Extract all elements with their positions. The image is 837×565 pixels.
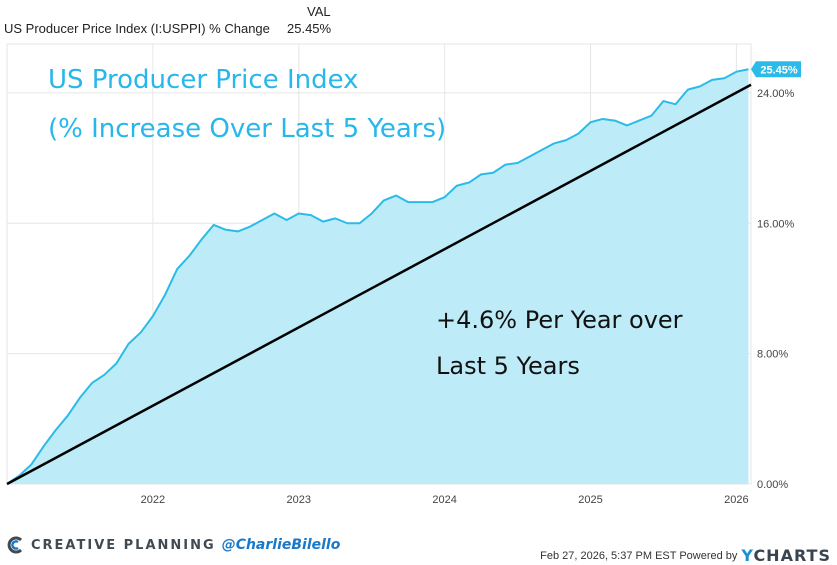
legend-value: 25.45%	[287, 21, 332, 36]
x-tick-label: 2022	[141, 494, 165, 506]
y-tick-label: 24.00%	[757, 88, 795, 100]
footer-logo: CREATIVE PLANNING @CharlieBilello	[7, 536, 340, 554]
trend-line	[6, 83, 752, 486]
creative-planning-logo-icon	[7, 536, 23, 554]
last-value-label: 25.45%	[760, 64, 798, 76]
legend: VAL US Producer Price Index (I:USPPI) % …	[0, 0, 837, 40]
axes: 0.00% 8.00% 16.00% 24.00% 2022 2023 2024 2025 20…	[141, 61, 801, 506]
footer-attribution: Feb 27, 2026, 5:37 PM EST Powered by YCH…	[540, 546, 831, 565]
y-tick-label: 0.00%	[757, 479, 788, 491]
ycharts-logo-y: Y	[741, 546, 754, 565]
brand-name: CREATIVE PLANNING	[31, 537, 216, 553]
y-tick-label: 8.00%	[757, 349, 788, 361]
last-value-badge	[751, 61, 801, 78]
legend-column-header: VAL	[307, 4, 331, 19]
y-tick-label: 16.00%	[757, 218, 795, 230]
chart-subtitle: (% Increase Over Last 5 Years)	[48, 114, 446, 144]
legend-series-name[interactable]: US Producer Price Index (I:USPPI) % Chan…	[4, 21, 270, 36]
x-tick-label: 2026	[724, 494, 748, 506]
x-tick-label: 2024	[432, 494, 456, 506]
timestamp: Feb 27, 2026, 5:37 PM EST Powered by	[540, 549, 738, 562]
author-handle[interactable]: @CharlieBilello	[221, 537, 341, 553]
ycharts-logo[interactable]: YCHARTS	[741, 546, 831, 565]
x-tick-label: 2025	[578, 494, 602, 506]
series-area	[7, 69, 749, 484]
chart-title: US Producer Price Index	[48, 65, 359, 95]
x-tick-label: 2023	[287, 494, 311, 506]
plot-area	[6, 68, 752, 486]
ycharts-logo-rest: CHARTS	[753, 546, 831, 565]
series-line[interactable]	[6, 68, 749, 485]
chart-texts: US Producer Price Index (% Increase Over …	[48, 65, 683, 380]
chart: 0.00% 8.00% 16.00% 24.00% 2022 2023 2024 2025 20…	[6, 43, 801, 506]
annotation-line: +4.6% Per Year over	[436, 306, 683, 334]
annotation-line: Last 5 Years	[436, 352, 580, 380]
